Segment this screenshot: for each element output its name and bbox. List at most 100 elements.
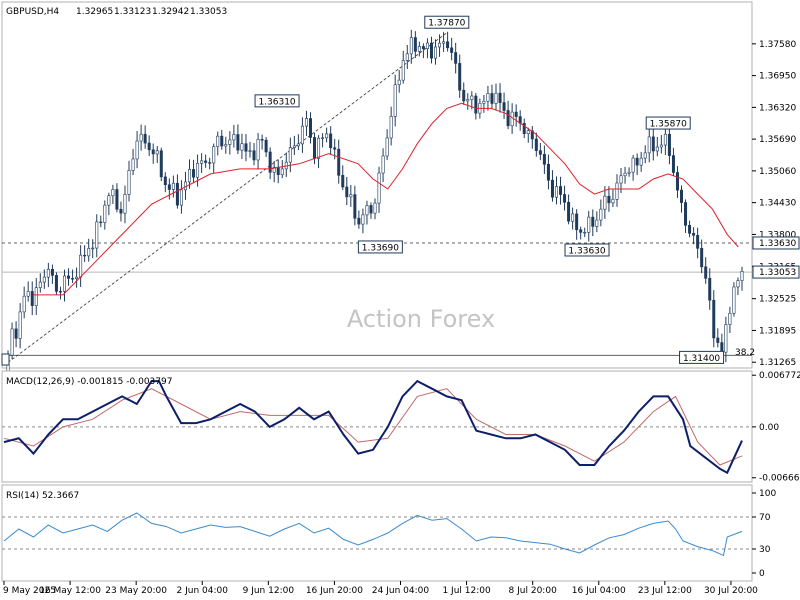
candle [474,92,478,120]
candle [30,281,34,316]
candle [99,215,103,228]
candle [135,131,139,169]
candle [712,290,716,348]
candle [365,200,369,225]
candle [304,110,308,136]
candle [179,180,183,214]
main-panel-frame [1,1,753,369]
candle [260,134,264,150]
candle [175,174,179,209]
time-tick-label: 9 May 2025 [3,586,56,596]
candle [732,282,736,317]
candle [591,209,595,237]
candle [534,132,538,157]
price-tags: 1.33630 1.33053 [752,236,800,279]
time-tick-label: 2 Jun 04:00 [177,586,229,596]
candle [615,174,619,207]
candle [34,278,38,316]
candle [490,84,494,109]
candle [454,42,458,74]
candle [22,286,26,319]
candle [268,147,272,180]
time-tick-label: 1 Jul 12:00 [442,586,491,596]
pivot-label: 1.33690 [357,240,403,254]
candle [361,208,365,234]
pivot-label: 1.35870 [645,116,691,130]
candle [272,160,276,183]
candle [131,148,135,176]
pivot-label-text: 1.36310 [258,97,295,107]
candle [204,154,208,168]
candle [409,29,413,64]
candle [317,135,321,169]
candle [103,200,107,230]
candle [389,106,393,146]
candle [599,199,603,227]
pivot-label-text: 1.33690 [362,243,399,253]
candle [119,201,123,222]
trend-line [3,32,448,366]
candle [680,185,684,213]
candle [611,189,615,207]
candle [627,167,631,177]
price-tick-label: 1.36320 [759,103,796,113]
candle [498,83,502,113]
candle [91,239,95,259]
candle [716,328,720,348]
candle [446,31,450,52]
candle [236,124,240,154]
candle [458,54,462,98]
main-price-axis: 1.37580 1.36950 1.36320 1.35690 1.35060 1.344… [752,40,796,368]
macd-signal-line [3,388,743,466]
candle [46,262,50,288]
candle [329,126,333,155]
candle [421,43,425,59]
candle [405,44,409,70]
candle [143,125,147,149]
candle [167,178,171,200]
candle [438,34,442,57]
macd-tick-label: 0.00 [759,423,779,433]
pivot-label: 1.33630 [564,243,610,256]
rsi-tick-label: 100 [759,489,776,499]
candle [50,264,54,284]
pivot-label: 1.36310 [254,94,300,108]
candle [357,210,361,229]
price-tick-label: 1.36950 [759,72,796,82]
candle [264,137,268,157]
pivot-label: 1.31400 [679,350,725,364]
candle [635,153,639,176]
candle [603,186,607,219]
support-price-tag-text: 1.33630 [759,239,796,249]
candle [696,227,700,259]
ohlc-open: 1.32965 [76,7,113,17]
candle [728,306,732,333]
candle [321,133,325,148]
time-tick-label: 24 Jun 04:00 [372,586,429,596]
candle [296,134,300,151]
candle [482,94,486,113]
candle [288,137,292,173]
price-tick-label: 1.31895 [759,326,796,336]
candle [67,268,71,286]
candle [550,170,554,202]
left-edge-label [1,353,10,366]
candle [151,143,155,164]
rsi-panel-frame [1,484,753,582]
candle [220,129,224,150]
price-tick-label: 1.33800 [759,230,796,240]
pivot-label-text: 1.35870 [650,120,687,130]
last-price-tag-text: 1.33053 [759,268,796,278]
candle [83,245,87,262]
candle [466,93,470,110]
time-tick-label: 9 Jun 12:00 [243,586,295,596]
pivot-label-text: 1.31400 [683,354,720,364]
candle [429,36,433,64]
price-tick-label: 1.35690 [759,135,796,145]
ohlc-high: 1.33123 [114,7,151,17]
candle [95,214,99,258]
rsi-header: RSI(14) 52.3667 [6,491,79,501]
candle [554,176,558,205]
candle [546,154,550,190]
candle [425,38,429,59]
